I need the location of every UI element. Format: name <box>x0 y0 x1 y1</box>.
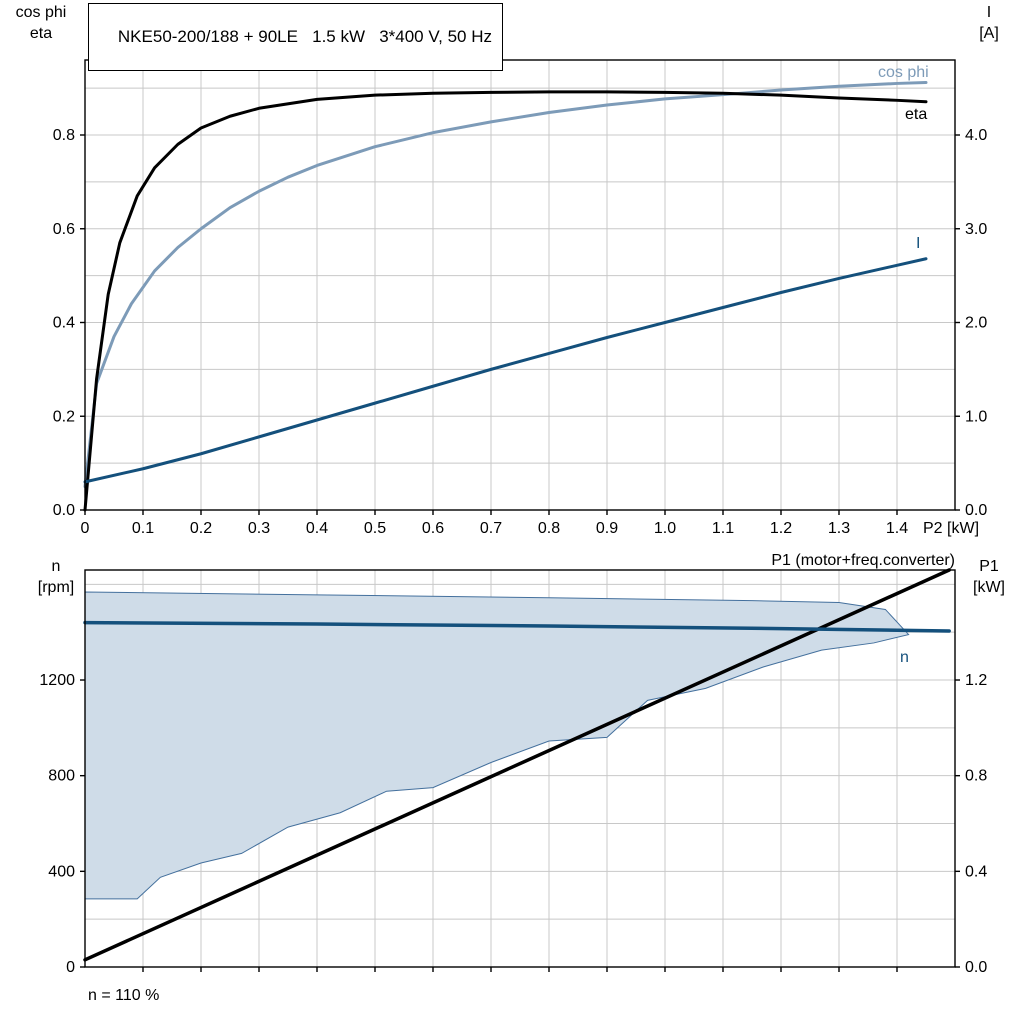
svg-text:4.0: 4.0 <box>965 127 987 144</box>
chart-title-box: NKE50-200/188 + 90LE 1.5 kW 3*400 V, 50 … <box>88 3 503 71</box>
svg-text:0.8: 0.8 <box>965 768 987 785</box>
svg-text:P2 [kW]: P2 [kW] <box>923 520 979 537</box>
axis-title-speed: n <box>51 558 61 575</box>
svg-text:1.0: 1.0 <box>654 520 676 537</box>
bottom-chart-left-axis-title: n [rpm] <box>24 556 88 598</box>
bottom-chart-right-axis-title: P1 [kW] <box>958 556 1020 598</box>
axis-title-cos-phi: cos phi <box>15 4 67 21</box>
speed-percent-footnote: n = 110 % <box>88 987 160 1004</box>
top-chart-left-axis-title: cos phi eta <box>4 2 78 44</box>
curve-label-n: n <box>900 649 909 666</box>
svg-text:0.4: 0.4 <box>965 863 987 880</box>
svg-text:0.4: 0.4 <box>306 520 328 537</box>
chart-title: NKE50-200/188 + 90LE 1.5 kW 3*400 V, 50 … <box>117 27 492 46</box>
svg-text:0.4: 0.4 <box>53 315 75 332</box>
svg-text:1.1: 1.1 <box>712 520 734 537</box>
svg-text:0.8: 0.8 <box>538 520 560 537</box>
curve-label-cos-phi: cos phi <box>878 64 929 81</box>
svg-text:1.2: 1.2 <box>965 672 987 689</box>
svg-text:0.0: 0.0 <box>965 502 987 519</box>
axis-title-p1-unit: [kW] <box>973 579 1005 596</box>
axis-title-current: I <box>986 4 992 21</box>
svg-text:400: 400 <box>48 863 75 880</box>
svg-text:0.0: 0.0 <box>53 502 75 519</box>
axis-title-eta: eta <box>29 25 53 42</box>
svg-text:800: 800 <box>48 768 75 785</box>
top-chart-canvas: 0 0.1 0.2 0.3 0.4 0.5 0.6 0.7 0.8 0.9 1.0 1.1 1.2 1.3… <box>53 59 987 537</box>
svg-text:0.8: 0.8 <box>53 127 75 144</box>
axis-title-p1: P1 <box>979 558 999 575</box>
axis-title-speed-unit: [rpm] <box>37 579 75 596</box>
svg-text:1200: 1200 <box>39 672 75 689</box>
svg-text:0.5: 0.5 <box>364 520 386 537</box>
svg-text:1.2: 1.2 <box>770 520 792 537</box>
top-chart-right-axis-title: I [A] <box>960 2 1018 44</box>
svg-text:0.1: 0.1 <box>132 520 154 537</box>
svg-text:0: 0 <box>81 520 90 537</box>
axis-title-current-unit: [A] <box>979 25 999 42</box>
svg-text:0.2: 0.2 <box>53 408 75 425</box>
svg-text:1.4: 1.4 <box>886 520 908 537</box>
curve-label-current: I <box>916 235 921 252</box>
svg-text:2.0: 2.0 <box>965 315 987 332</box>
svg-text:0.9: 0.9 <box>596 520 618 537</box>
svg-text:1.3: 1.3 <box>828 520 850 537</box>
svg-text:0.7: 0.7 <box>480 520 502 537</box>
svg-text:0.6: 0.6 <box>53 221 75 238</box>
bottom-chart-canvas: 0 400 800 1200 0.0 0.4 0.8 1.2 <box>39 568 987 976</box>
svg-text:1.0: 1.0 <box>965 408 987 425</box>
svg-text:0.6: 0.6 <box>422 520 444 537</box>
svg-text:0.2: 0.2 <box>190 520 212 537</box>
svg-text:0: 0 <box>66 959 75 976</box>
svg-text:0.0: 0.0 <box>965 959 987 976</box>
curve-label-p1: P1 (motor+freq.converter) <box>771 552 955 569</box>
svg-text:3.0: 3.0 <box>965 221 987 238</box>
curve-label-eta: eta <box>905 106 928 123</box>
svg-text:0.3: 0.3 <box>248 520 270 537</box>
